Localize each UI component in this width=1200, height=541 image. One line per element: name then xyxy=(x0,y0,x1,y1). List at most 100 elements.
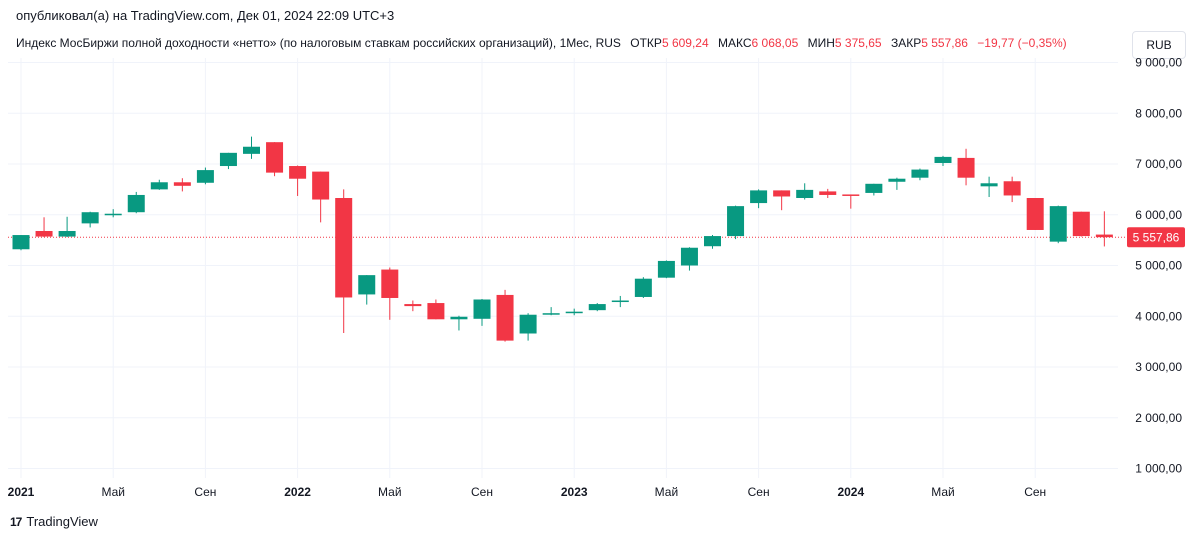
candle-body xyxy=(243,146,260,154)
y-tick-label: 9 000,00 xyxy=(1135,56,1182,70)
candle xyxy=(773,190,791,211)
candle xyxy=(196,167,214,185)
candle xyxy=(842,194,860,209)
candle xyxy=(796,183,814,200)
x-tick-label: 2024 xyxy=(837,485,864,499)
last-price-label: 5 557,86 xyxy=(1133,231,1180,245)
candle xyxy=(657,260,675,279)
candle-body xyxy=(1003,181,1021,196)
close-label: ЗАКР xyxy=(890,36,922,50)
candle-body xyxy=(404,304,422,307)
y-tick-label: 1 000,00 xyxy=(1135,462,1182,476)
candle-body xyxy=(750,190,768,204)
candle xyxy=(358,275,376,305)
y-tick-label: 8 000,00 xyxy=(1135,106,1182,120)
x-tick-label: Сен xyxy=(748,485,770,499)
candle-body xyxy=(312,171,330,200)
candle xyxy=(173,178,191,192)
candle xyxy=(12,235,30,251)
candle-body xyxy=(450,316,468,320)
close-value: 5 557,86 xyxy=(921,36,968,50)
grid-layer xyxy=(8,58,1118,478)
candle xyxy=(680,247,698,271)
currency-button[interactable]: RUB xyxy=(1132,31,1186,59)
candle xyxy=(980,176,998,197)
candle-body xyxy=(81,212,99,224)
candle-body xyxy=(1049,206,1067,242)
candle xyxy=(1049,205,1067,244)
candle-body xyxy=(1026,198,1044,230)
candle xyxy=(888,177,906,190)
candle xyxy=(1072,211,1090,237)
candle xyxy=(289,165,307,196)
symbol-title[interactable]: Индекс МосБиржи полной доходности «нетто… xyxy=(16,36,621,50)
candle-body xyxy=(266,142,284,173)
candle xyxy=(1095,211,1113,247)
candle xyxy=(611,295,629,308)
y-tick-label: 5 000,00 xyxy=(1135,259,1182,273)
candle xyxy=(35,217,53,238)
x-tick-label: Сен xyxy=(1024,485,1046,499)
candle xyxy=(450,315,468,331)
candle xyxy=(496,289,514,342)
candle-body xyxy=(335,198,353,298)
x-tick-label: 2023 xyxy=(561,485,588,499)
candle xyxy=(427,299,445,320)
footer-brand[interactable]: 17 TradingView xyxy=(10,514,98,529)
axis-layer: 1 000,00 2 000,00 3 000,00 4 000,00 5 000,00… xyxy=(8,56,1185,499)
candle-body xyxy=(911,169,929,178)
candle-body xyxy=(865,183,883,193)
candle-body xyxy=(358,275,376,295)
candle-body xyxy=(150,182,168,190)
candle-body xyxy=(634,278,652,297)
candle-body xyxy=(127,194,145,213)
x-tick-label: Май xyxy=(101,485,125,499)
candle xyxy=(58,216,76,238)
candle-body xyxy=(957,157,975,178)
candle xyxy=(934,155,952,167)
x-tick-label: Май xyxy=(931,485,955,499)
candle xyxy=(127,191,145,214)
candle xyxy=(473,298,491,326)
candle-body xyxy=(888,178,906,182)
candle xyxy=(542,307,560,316)
candle-body xyxy=(565,311,583,314)
y-tick-label: 4 000,00 xyxy=(1135,309,1182,323)
change-value: −19,77 (−0,35%) xyxy=(977,36,1067,50)
candle xyxy=(819,188,837,199)
candle-body xyxy=(473,299,491,319)
low-label: МИН xyxy=(807,36,835,50)
candle-body xyxy=(35,230,53,237)
candle-body xyxy=(796,189,814,199)
x-tick-label: 2021 xyxy=(8,485,35,499)
candle xyxy=(404,300,422,312)
candle xyxy=(634,277,652,298)
candle xyxy=(1026,198,1044,230)
candle-body xyxy=(381,269,399,298)
candle-body xyxy=(842,194,860,196)
candle xyxy=(519,313,537,341)
candle-body xyxy=(704,236,721,247)
ohlc-legend: Индекс МосБиржи полной доходности «нетто… xyxy=(16,36,1067,50)
candle-body xyxy=(934,156,952,163)
candle xyxy=(81,211,99,228)
brand-name: TradingView xyxy=(26,514,98,529)
y-tick-label: 6 000,00 xyxy=(1135,208,1182,222)
candle-body xyxy=(773,190,791,197)
last-price-tag xyxy=(1127,227,1185,248)
candle xyxy=(565,308,583,316)
candle xyxy=(335,189,353,333)
candle xyxy=(1003,176,1021,203)
candle xyxy=(381,267,399,320)
open-label: ОТКР xyxy=(630,36,662,50)
candle-body xyxy=(173,182,191,186)
candle xyxy=(727,205,745,240)
candle-body xyxy=(1095,234,1113,238)
published-caption: опубликовал(а) на TradingView.com, Дек 0… xyxy=(16,8,395,23)
candle-body xyxy=(196,170,214,183)
candle xyxy=(704,235,721,249)
candle xyxy=(219,152,237,170)
candle xyxy=(312,171,330,223)
y-tick-label: 2 000,00 xyxy=(1135,411,1182,425)
